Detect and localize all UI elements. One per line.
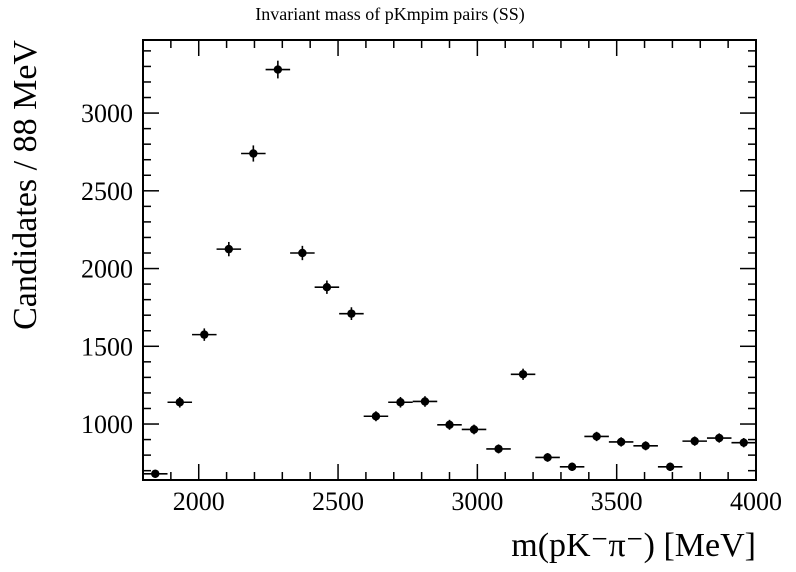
- y-tick-label: 1500: [81, 332, 133, 361]
- data-point: [584, 431, 609, 442]
- x-tick-label: 4000: [730, 487, 782, 516]
- y-tick-label: 2500: [81, 177, 133, 206]
- data-point: [388, 396, 413, 408]
- data-marker: [616, 437, 626, 447]
- data-marker: [445, 420, 454, 430]
- data-point: [192, 328, 217, 341]
- y-tick-labels: 1000 1500 2000 2500 3000: [81, 99, 133, 439]
- data-point: [437, 419, 462, 430]
- data-point: [731, 438, 756, 448]
- data-marker: [494, 444, 503, 454]
- data-point: [216, 241, 242, 257]
- data-marker: [151, 469, 160, 478]
- y-tick-label: 2000: [81, 255, 133, 284]
- data-point: [559, 462, 585, 471]
- data-marker: [273, 65, 283, 74]
- data-marker: [469, 425, 479, 434]
- x-tick-label: 2000: [173, 487, 225, 516]
- data-marker: [322, 283, 332, 292]
- data-marker: [641, 441, 650, 450]
- data-point: [657, 462, 683, 471]
- data-point: [143, 469, 168, 478]
- y-tick-label: 1000: [81, 410, 133, 439]
- data-point: [633, 441, 658, 451]
- chart-title: Invariant mass of pKmpim pairs (SS): [255, 4, 524, 25]
- data-marker: [298, 248, 307, 258]
- data-marker: [371, 412, 381, 421]
- data-point: [608, 437, 634, 447]
- data-marker: [396, 398, 405, 407]
- x-tick-label: 3500: [591, 487, 643, 516]
- data-marker: [224, 244, 234, 254]
- y-axis-label: Candidates / 88 MeV: [7, 40, 44, 330]
- data-point: [535, 453, 560, 462]
- x-axis-label: m(pK⁻π⁻) [MeV]: [511, 527, 756, 564]
- data-marker: [175, 398, 184, 407]
- data-marker: [347, 309, 356, 318]
- data-point: [682, 436, 707, 446]
- data-marker: [420, 397, 430, 406]
- data-marker: [543, 453, 552, 462]
- x-tick-label: 2500: [312, 487, 364, 516]
- data-marker: [690, 436, 699, 446]
- data-point: [486, 444, 511, 454]
- data-point: [290, 245, 315, 261]
- data-point: [363, 411, 389, 422]
- data-marker: [249, 149, 258, 158]
- data-point: [265, 60, 291, 79]
- data-marker: [739, 438, 748, 447]
- data-point: [241, 145, 266, 162]
- data-point: [167, 396, 193, 408]
- data-point: [412, 396, 438, 407]
- data-point: [510, 368, 536, 380]
- data-point: [706, 433, 732, 443]
- data-marker: [592, 432, 601, 441]
- data-points: [143, 60, 756, 478]
- data-marker: [715, 433, 724, 443]
- data-marker: [518, 370, 528, 379]
- x-tick-label: 3000: [451, 487, 503, 516]
- plot-frame: [142, 39, 757, 481]
- data-marker: [567, 462, 577, 471]
- y-tick-label: 3000: [81, 99, 133, 128]
- x-tick-labels: 2000 2500 3000 3500 4000: [173, 487, 782, 516]
- data-point: [314, 280, 340, 294]
- data-point: [461, 424, 487, 435]
- data-point: [339, 307, 364, 321]
- data-marker: [665, 462, 675, 471]
- data-marker: [200, 330, 209, 339]
- axis-ticks: [142, 40, 757, 480]
